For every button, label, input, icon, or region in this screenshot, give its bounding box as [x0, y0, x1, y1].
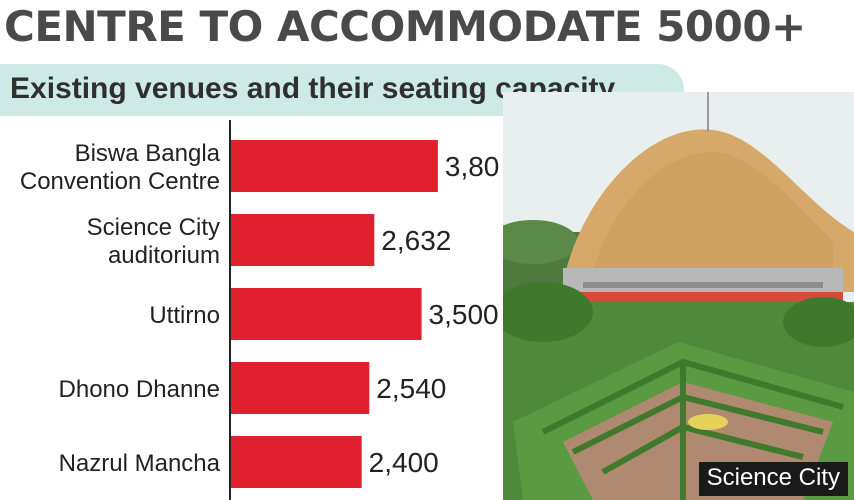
- bar-value-label: 3,800: [445, 151, 500, 182]
- headline: CENTRE TO ACCOMMODATE 5000+: [4, 2, 806, 51]
- category-label: Science City: [87, 214, 220, 241]
- category-label: Biswa Bangla: [75, 140, 221, 167]
- category-label: auditorium: [108, 242, 220, 269]
- bar: [231, 436, 362, 488]
- bar-value-label: 3,500: [429, 299, 499, 330]
- photo-caption: Science City: [698, 462, 848, 496]
- bar: [231, 362, 370, 414]
- bar-value-label: 2,632: [381, 225, 451, 256]
- bar: [231, 214, 375, 266]
- bar-value-label: 2,540: [376, 373, 446, 404]
- category-label: Convention Centre: [20, 168, 220, 195]
- category-label: Dhono Dhanne: [59, 376, 220, 403]
- science-city-photo: Science City: [503, 92, 854, 500]
- category-label: Uttirno: [149, 302, 220, 329]
- category-label: Nazrul Mancha: [59, 450, 221, 477]
- chart-title-banner: Existing venues and their seating capaci…: [0, 64, 684, 116]
- bar-value-label: 2,400: [369, 447, 439, 478]
- bar: [231, 140, 438, 192]
- bar: [231, 288, 422, 340]
